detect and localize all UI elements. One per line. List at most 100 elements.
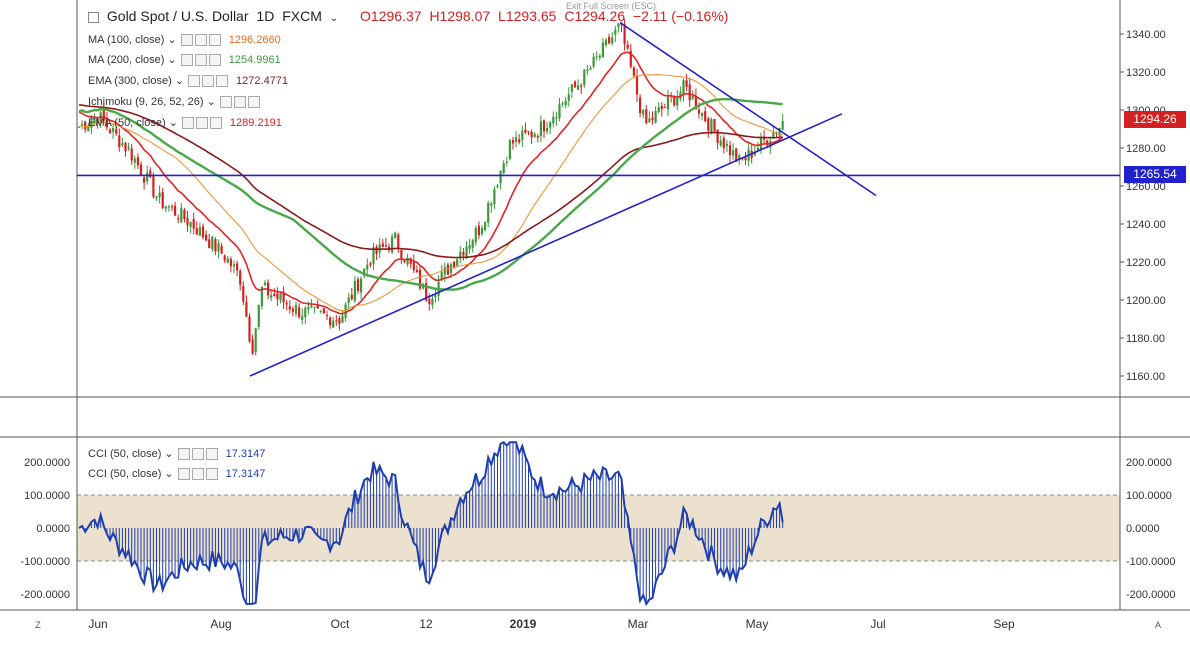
settings-icon[interactable] [194, 34, 207, 47]
visibility-icon[interactable] [181, 117, 194, 130]
visibility-icon[interactable] [177, 468, 190, 481]
candle-body [484, 222, 487, 231]
candle-body [704, 111, 707, 122]
indicator-legend-3[interactable]: Ichimoku (9, 26, 52, 26) ⌄ [88, 95, 268, 109]
candle-body [533, 134, 536, 137]
candle-body [549, 122, 552, 128]
chevron-down-icon[interactable]: ⌄ [167, 34, 177, 46]
candle-body [546, 127, 549, 132]
exit-fullscreen-hint[interactable]: Exit Full Screen (ESC) [566, 1, 657, 11]
candle-body [174, 205, 177, 216]
candle-body [552, 116, 555, 124]
candle-body [685, 80, 688, 87]
candle-body [291, 308, 294, 312]
candle-body [694, 95, 697, 110]
chevron-down-icon[interactable]: ⌄ [174, 75, 185, 87]
candle-body [601, 42, 604, 58]
visibility-icon[interactable] [180, 54, 193, 67]
chevron-down-icon[interactable]: ⌄ [167, 54, 177, 66]
candle-body [394, 232, 397, 238]
indicator-legend-1[interactable]: MA (200, close) ⌄ 1254.9961 [88, 53, 281, 67]
candle-body [756, 147, 759, 151]
candle-body [239, 270, 242, 285]
settings-icon[interactable] [202, 75, 215, 88]
candle-body [189, 221, 192, 227]
candle-body [716, 129, 719, 143]
candle-body [490, 203, 493, 206]
price-tick-label: 1340.00 [1126, 29, 1166, 41]
candle-body [459, 251, 462, 258]
candle-body [155, 196, 158, 199]
candle-body [77, 126, 81, 128]
interval[interactable]: 1D [256, 8, 275, 24]
candle-body [304, 307, 307, 318]
candle-body [112, 127, 115, 132]
visibility-icon[interactable] [219, 96, 232, 109]
symbol-name[interactable]: Gold Spot / U.S. Dollar [106, 8, 249, 24]
chevron-down-icon[interactable]: ⌄ [206, 96, 216, 108]
candle-body [409, 258, 412, 264]
candle-body [428, 298, 431, 305]
symbol-header: Gold Spot / U.S. Dollar 1D FXCM ⌄ O1296.… [88, 8, 732, 24]
candle-body [161, 192, 164, 209]
chevron-down-icon[interactable]: ⌄ [164, 468, 174, 480]
candle-body [251, 339, 254, 354]
close-icon[interactable] [216, 75, 229, 88]
candle-body [781, 120, 784, 130]
close-icon[interactable] [205, 448, 218, 461]
cci-legend-1[interactable]: CCI (50, close) ⌄ 17.3147 [88, 467, 266, 481]
cci-tick-label-left: -100.0000 [20, 556, 70, 568]
hline-price-label: 1265.54 [1124, 166, 1186, 183]
chevron-down-icon[interactable]: ⌄ [168, 117, 178, 129]
settings-icon[interactable] [194, 54, 207, 67]
candle-body [580, 85, 583, 87]
settings-icon[interactable] [191, 468, 204, 481]
candle-body [363, 268, 366, 277]
candle-body [666, 96, 670, 110]
close-icon[interactable] [209, 117, 222, 130]
candle-body [353, 280, 356, 301]
time-tick-label: 12 [419, 617, 433, 631]
candle-body [93, 117, 96, 124]
indicator-legend-4[interactable]: EMA (50, close) ⌄ 1289.2191 [88, 116, 282, 130]
candle-body [657, 107, 660, 113]
cci-value: 17.3147 [225, 468, 266, 480]
candle-body [124, 142, 127, 152]
candle-body [673, 96, 676, 106]
cci-tick-label-left: 100.0000 [24, 490, 70, 502]
cci-legend-0[interactable]: CCI (50, close) ⌄ 17.3147 [88, 447, 265, 461]
candle-body [608, 36, 611, 44]
settings-icon[interactable] [195, 117, 208, 130]
candle-body [226, 258, 229, 263]
indicator-value: 1289.2191 [229, 117, 282, 129]
indicator-legend-2[interactable]: EMA (300, close) ⌄ 1272.4771 [88, 74, 288, 88]
candle-body [164, 206, 167, 209]
close-icon[interactable] [208, 34, 221, 47]
cci-tick-label-left: 0.0000 [36, 523, 70, 535]
visibility-icon[interactable] [180, 34, 193, 47]
collapse-icon[interactable] [88, 11, 99, 23]
ema300-line [78, 103, 783, 259]
settings-icon[interactable] [191, 448, 204, 461]
candle-body [722, 137, 725, 149]
change-value: −2.11 (−0.16%) [632, 8, 729, 24]
candle-body [456, 259, 459, 266]
chevron-down-icon[interactable]: ⌄ [164, 448, 174, 460]
indicator-label: EMA (300, close) [88, 75, 172, 87]
settings-icon[interactable] [233, 96, 246, 109]
candle-body [663, 107, 666, 109]
indicator-legend-0[interactable]: MA (100, close) ⌄ 1296.2660 [88, 33, 281, 47]
close-icon[interactable] [247, 96, 260, 109]
candle-body [493, 189, 496, 205]
candle-body [499, 170, 502, 184]
visibility-icon[interactable] [188, 75, 201, 88]
close-icon[interactable] [208, 54, 221, 67]
candle-body [592, 56, 595, 67]
chevron-down-icon[interactable]: ⌄ [329, 13, 339, 24]
candle-body [201, 226, 205, 238]
visibility-icon[interactable] [177, 448, 190, 461]
close-icon[interactable] [205, 468, 218, 481]
candle-body [236, 263, 239, 271]
candle-body [728, 145, 732, 156]
candle-body [487, 202, 490, 223]
